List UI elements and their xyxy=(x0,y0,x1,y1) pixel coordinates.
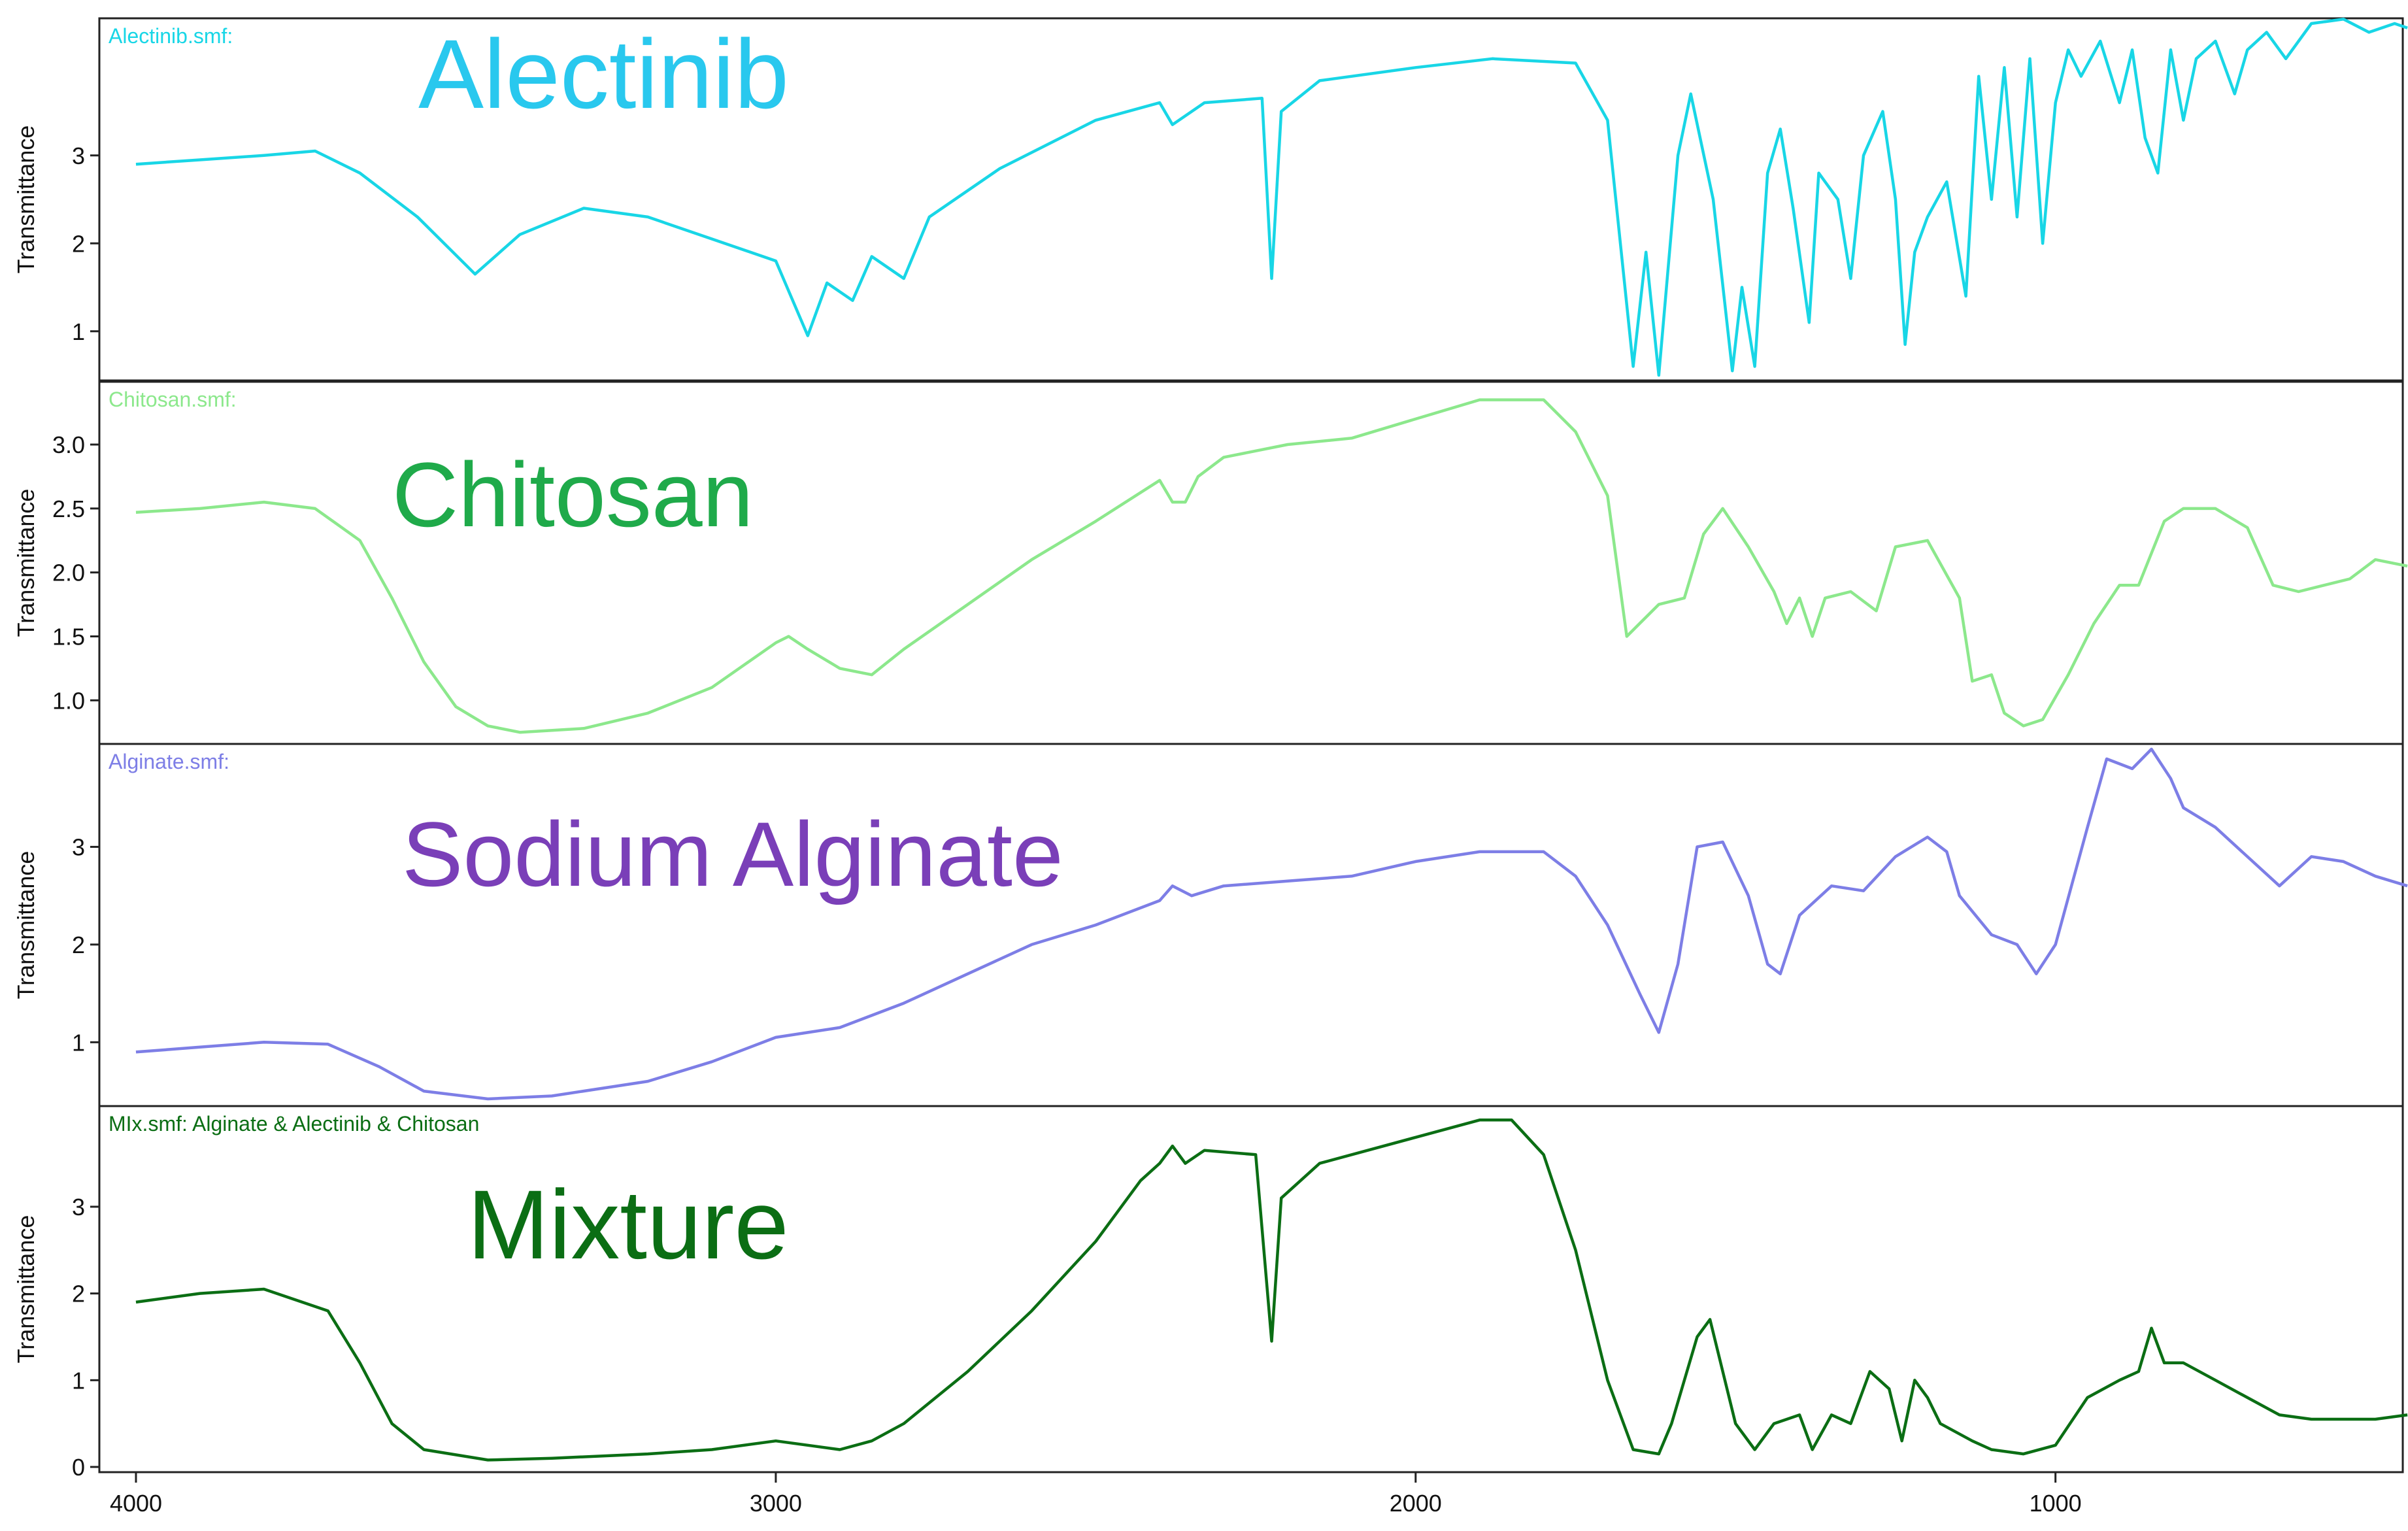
compound-name-label: Mixture xyxy=(467,1169,789,1279)
panel-frame xyxy=(98,1105,2404,1473)
y-tick-label: 2 xyxy=(72,1281,85,1307)
y-tick-label: 1.0 xyxy=(52,687,85,714)
y-tick-label: 3.0 xyxy=(52,431,85,458)
spectrum-line xyxy=(135,747,2408,1101)
spectrum-line xyxy=(135,18,2408,377)
compound-name-label: Sodium Alginate xyxy=(402,803,1063,905)
y-tick-label: 0 xyxy=(72,1454,85,1481)
compound-name-label: Chitosan xyxy=(392,443,754,546)
spectrum-panel: 1 2 3 Transmittance Alectinib.smf: Alectinib xyxy=(12,17,2408,382)
y-tick-label: 2.5 xyxy=(52,496,85,522)
panel-file-label: MIx.smf: Alginate & Alectinib & Chitosan xyxy=(109,1112,479,1136)
y-tick-label: 1 xyxy=(72,1029,85,1056)
y-axis-label: Transmittance xyxy=(12,489,39,637)
panel-file-label: Alginate.smf: xyxy=(109,750,229,773)
y-axis-label: Transmittance xyxy=(12,126,39,274)
y-axis-label: Transmittance xyxy=(12,851,39,1000)
panel-file-label: Chitosan.smf: xyxy=(109,388,237,411)
y-tick-label: 3 xyxy=(72,833,85,860)
y-axis-label: Transmittance xyxy=(12,1215,39,1364)
spectrum-panel: 0 1 2 3 Transmittance MIx.smf: Alginate & Ale… xyxy=(12,1105,2408,1481)
y-tick-label: 3 xyxy=(72,1194,85,1220)
panel-frame xyxy=(98,743,2404,1107)
spectrum-panel: 1.0 1.5 2.0 2.5 3.0 Transmittance Chitosan.smf… xyxy=(12,380,2408,745)
y-tick-label: 2.0 xyxy=(52,560,85,586)
spectrum-line xyxy=(135,398,2408,734)
spectrum-line xyxy=(135,1119,2408,1462)
panel-file-label: Alectinib.smf: xyxy=(109,24,233,48)
y-tick-label: 1.5 xyxy=(52,623,85,650)
y-tick-label: 1 xyxy=(72,318,85,345)
y-tick-label: 3 xyxy=(72,143,85,169)
x-tick-label: 3000 xyxy=(750,1490,802,1517)
x-axis: 4000 3000 2000 1000 xyxy=(110,1472,2082,1517)
x-tick-label: 1000 xyxy=(2030,1490,2082,1517)
y-tick-label: 1 xyxy=(72,1367,85,1394)
spectrum-panel: 1 2 3 Transmittance Alginate.smf: Sodium Algi… xyxy=(12,743,2408,1107)
y-tick-label: 2 xyxy=(72,230,85,257)
compound-name-label: Alectinib xyxy=(418,19,789,129)
y-tick-label: 2 xyxy=(72,932,85,958)
x-tick-label: 2000 xyxy=(1390,1490,1442,1517)
x-tick-label: 4000 xyxy=(110,1490,162,1517)
